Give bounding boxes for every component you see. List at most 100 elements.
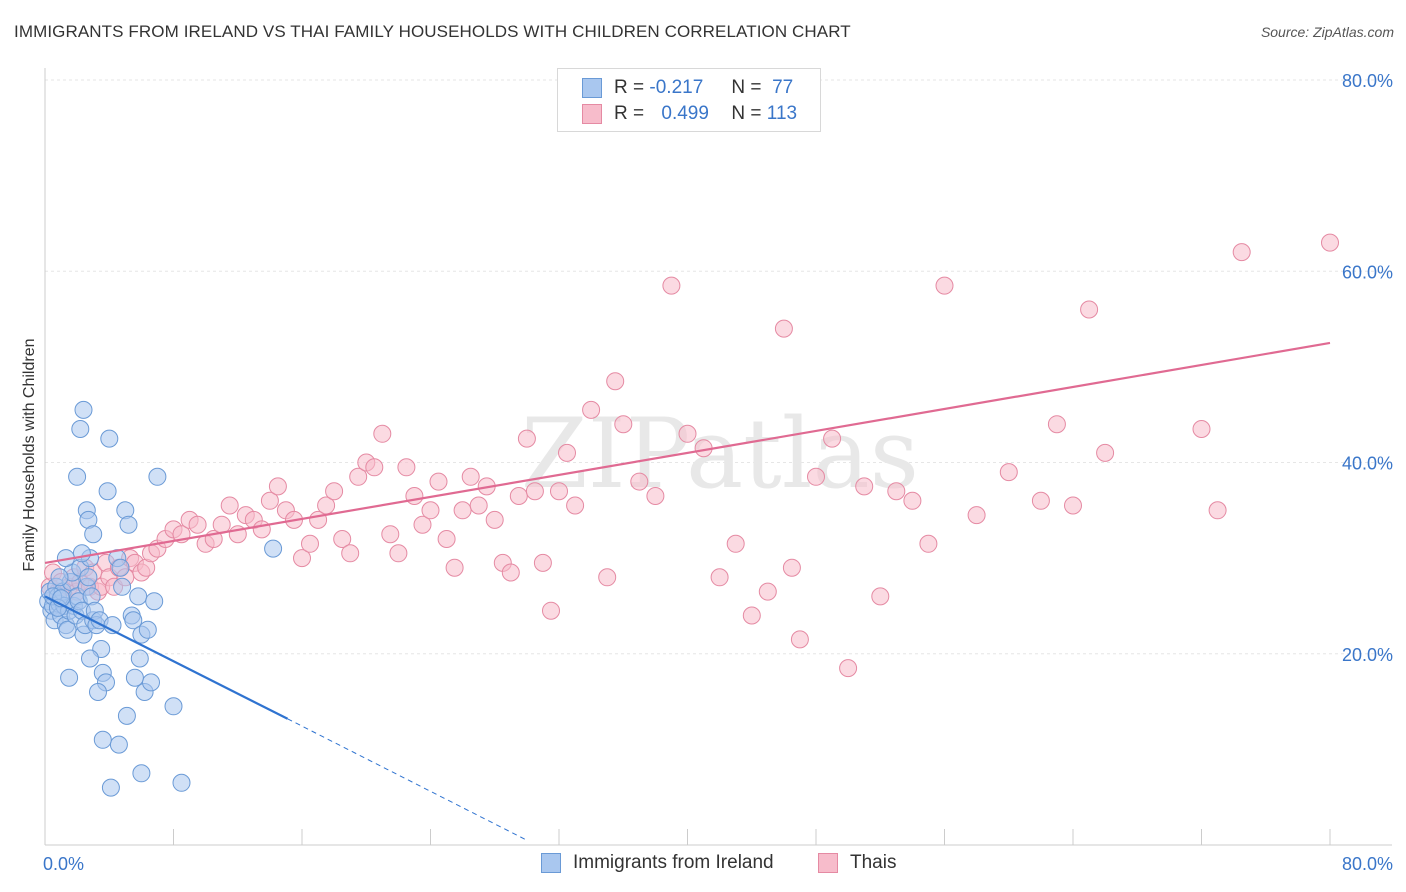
- thais-point: [662, 276, 681, 295]
- thais-point: [437, 530, 456, 548]
- thais-trend-line: [44, 341, 1331, 564]
- ireland-trend-line: [44, 595, 289, 720]
- thais-r-value: 0.499: [661, 103, 709, 124]
- ireland-point: [79, 568, 98, 587]
- thais-point: [1192, 420, 1211, 438]
- ireland-point: [101, 778, 120, 797]
- thais-point: [445, 558, 464, 577]
- thais-point: [1064, 496, 1082, 515]
- thais-point: [871, 587, 890, 606]
- data-points: [39, 233, 1339, 797]
- thais-point: [646, 487, 665, 505]
- thais-point: [630, 472, 649, 491]
- n-label: N =: [731, 103, 762, 124]
- r-label: R =: [614, 77, 645, 98]
- ireland-point: [74, 400, 93, 419]
- source-credit: Source: ZipAtlas.com: [1260, 24, 1394, 40]
- ireland-point: [89, 683, 107, 701]
- ireland-point: [132, 764, 151, 783]
- grid-lines: [45, 79, 1392, 655]
- thais-point: [1096, 443, 1115, 462]
- thais-point: [485, 510, 504, 529]
- thais-point: [758, 582, 777, 601]
- ireland-point: [100, 429, 119, 448]
- ireland-point: [119, 515, 138, 534]
- ireland-point: [81, 649, 99, 668]
- thais-point: [405, 487, 424, 505]
- thais-point: [999, 463, 1018, 482]
- thais-point: [533, 553, 552, 572]
- ireland-point: [142, 673, 160, 692]
- thais-point: [1047, 415, 1066, 434]
- thais-point: [413, 515, 432, 534]
- thais-point: [967, 506, 986, 525]
- thais-point: [461, 467, 480, 486]
- thais-point: [774, 319, 793, 338]
- x-tick-label: 0.0%: [43, 854, 84, 874]
- ireland-point: [148, 467, 167, 486]
- correlation-legend: R = -0.217 N = 77 R = 0.499 N = 113: [557, 68, 821, 132]
- thais-point: [397, 458, 416, 477]
- ireland-point: [113, 577, 132, 596]
- y-tick-label: 80.0%: [1342, 71, 1393, 91]
- ireland-swatch: [582, 78, 602, 98]
- thais-point: [301, 534, 319, 553]
- ireland-point: [125, 668, 144, 687]
- thais-point: [1031, 491, 1050, 510]
- ireland-point: [68, 467, 87, 486]
- ireland-point: [129, 587, 148, 606]
- thais-point: [790, 630, 809, 649]
- thais-point: [260, 491, 279, 510]
- ireland-point: [130, 649, 149, 668]
- ireland-point: [109, 735, 128, 754]
- thais-point: [919, 534, 938, 553]
- ireland-point: [84, 525, 103, 544]
- thais-point: [1080, 300, 1099, 319]
- ireland-point: [111, 558, 130, 577]
- thais-point: [429, 472, 448, 491]
- thais-point: [855, 477, 874, 496]
- ireland-point: [60, 668, 79, 687]
- thais-point: [935, 276, 954, 295]
- ireland-point: [93, 730, 112, 749]
- thais-point: [333, 530, 352, 548]
- legend-row-thais: R = 0.499 N = 113: [582, 102, 797, 126]
- thais-swatch: [582, 104, 602, 124]
- trend-lines: [44, 341, 1331, 841]
- ireland-point: [172, 773, 191, 792]
- bottom-legend-thais: Thais: [818, 852, 896, 874]
- thais-point: [742, 606, 761, 625]
- ireland-trend-extension: [287, 718, 528, 841]
- ireland-point: [264, 539, 283, 558]
- thais-legend-label: Thais: [850, 852, 897, 873]
- ireland-r-value: -0.217: [649, 77, 704, 98]
- thais-point: [807, 467, 825, 486]
- thais-point: [606, 372, 625, 391]
- thais-point: [365, 458, 384, 477]
- ireland-point: [145, 592, 164, 611]
- y-tick-label: 40.0%: [1342, 454, 1393, 474]
- ireland-point: [98, 482, 117, 501]
- ireland-n-value: 77: [772, 77, 794, 98]
- thais-point: [188, 515, 207, 534]
- thais-point: [509, 487, 528, 505]
- bottom-legend-ireland: Immigrants from Ireland: [541, 852, 774, 874]
- ireland-point: [72, 544, 91, 563]
- thais-legend-swatch: [818, 853, 838, 873]
- ireland-point: [71, 420, 90, 438]
- tick-labels: 20.0% 40.0% 60.0% 80.0% 0.0% 80.0%: [43, 71, 1393, 874]
- thais-point: [1232, 243, 1251, 262]
- thais-n-value: 113: [766, 103, 798, 124]
- thais-point: [341, 544, 360, 563]
- ireland-point: [138, 620, 157, 639]
- thais-point: [550, 482, 568, 501]
- ireland-point: [117, 706, 136, 725]
- thais-point: [1208, 501, 1227, 520]
- ireland-legend-swatch: [541, 853, 561, 873]
- thais-point: [903, 491, 922, 510]
- thais-point: [517, 429, 536, 448]
- thais-point: [542, 601, 560, 620]
- thais-point: [1321, 233, 1339, 252]
- y-tick-label: 60.0%: [1342, 262, 1393, 282]
